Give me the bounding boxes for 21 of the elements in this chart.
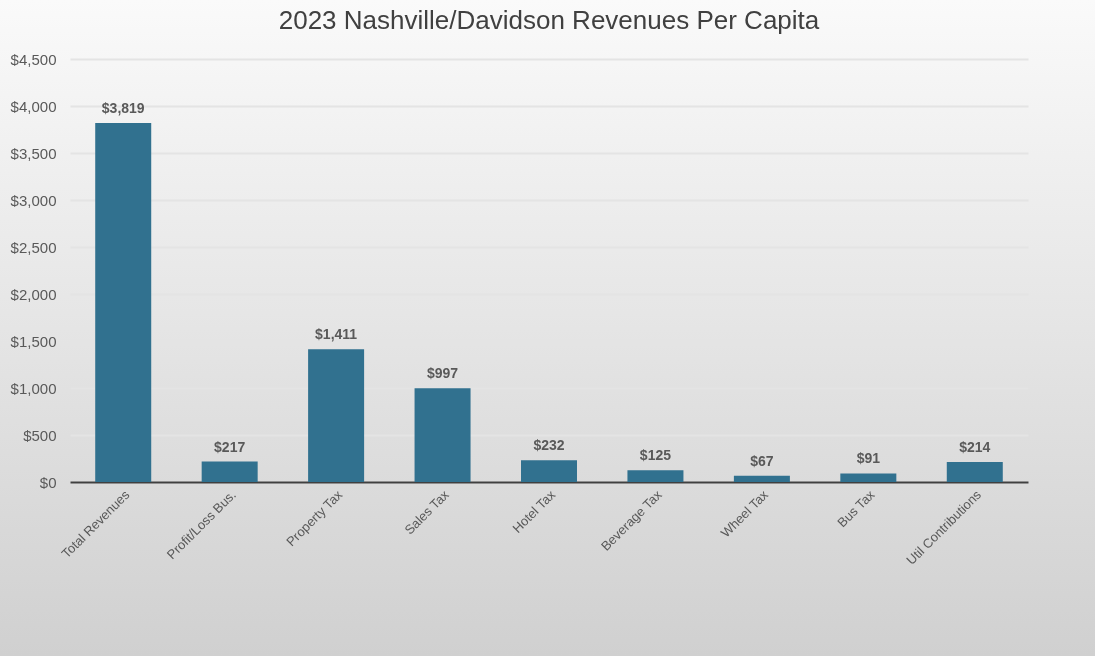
data-label: $3,819 bbox=[101, 100, 145, 117]
y-tick-label: $1,500 bbox=[10, 332, 57, 350]
data-label: $125 bbox=[639, 447, 672, 464]
data-label: $997 bbox=[426, 365, 459, 382]
y-tick-label: $3,500 bbox=[10, 144, 57, 162]
y-tick-label: $2,500 bbox=[10, 238, 57, 256]
data-label: $232 bbox=[533, 437, 565, 454]
y-tick-label: $1,000 bbox=[10, 379, 57, 397]
y-tick-label: $500 bbox=[23, 426, 57, 444]
chart-title: 2023 Nashville/Davidson Revenues Per Capita bbox=[278, 5, 820, 35]
y-tick-label: $4,000 bbox=[10, 97, 57, 115]
y-tick-label: $4,500 bbox=[10, 50, 57, 68]
data-label: $1,411 bbox=[315, 326, 358, 343]
data-label: $217 bbox=[214, 438, 246, 455]
y-tick-label: $3,000 bbox=[10, 191, 57, 209]
y-tick-label: $0 bbox=[39, 473, 57, 491]
data-label: $214 bbox=[959, 438, 991, 455]
data-label: $91 bbox=[856, 450, 881, 467]
x-tick-label: Bus Tax bbox=[834, 486, 878, 531]
data-label: $67 bbox=[750, 452, 774, 469]
y-tick-label: $2,000 bbox=[10, 285, 57, 303]
